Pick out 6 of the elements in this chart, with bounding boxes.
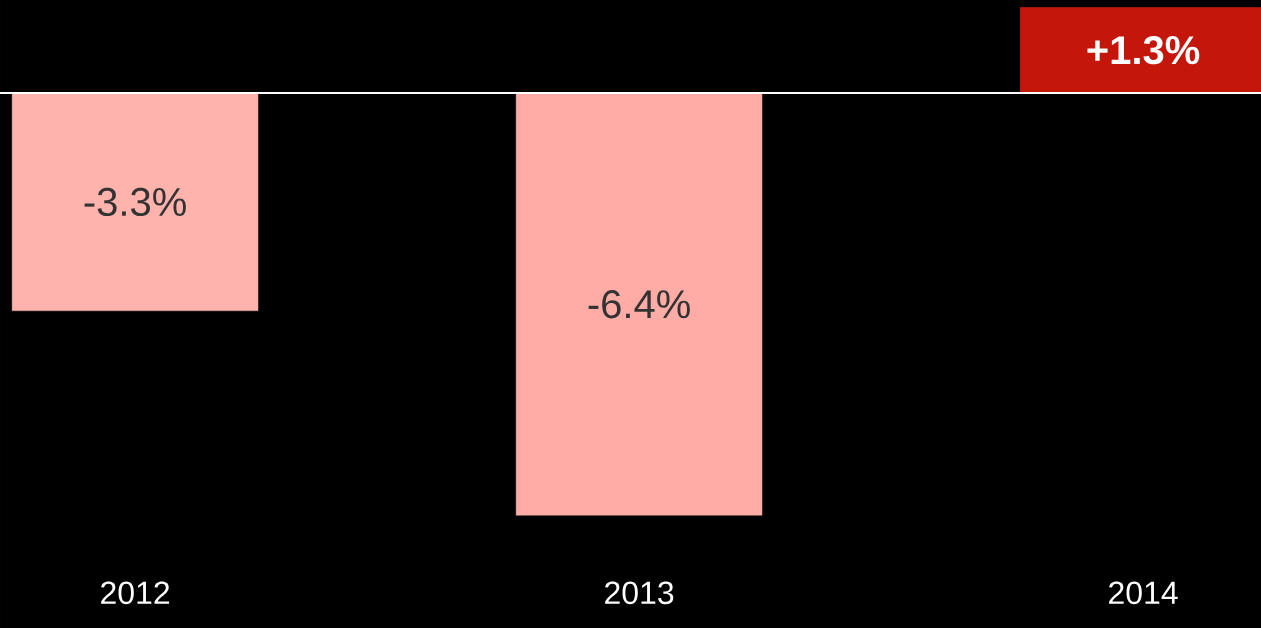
data-label: -6.4% [588, 290, 690, 319]
data-label: +1.3% [1087, 35, 1200, 65]
x-tick-label: 2014 [1109, 581, 1178, 605]
x-tick-label: 2012 [101, 581, 170, 605]
x-tick-label: 2013 [605, 581, 674, 605]
data-label: -3.3% [84, 187, 186, 217]
